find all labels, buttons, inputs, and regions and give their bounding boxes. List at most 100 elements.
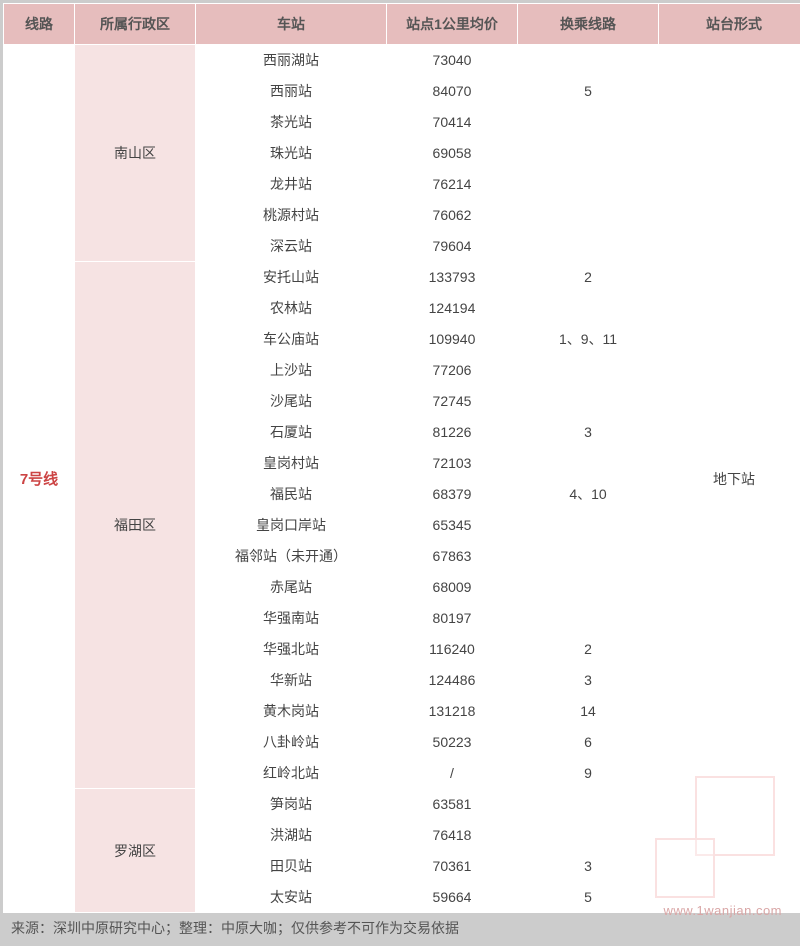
table-row: 7号线南山区西丽湖站73040地下站 [4,45,800,75]
cell-station: 太安站 [196,882,386,912]
cell-transfer: 3 [518,851,658,881]
cell-station: 桃源村站 [196,200,386,230]
cell-station: 农林站 [196,293,386,323]
cell-station: 沙尾站 [196,386,386,416]
header-row: 线路 所属行政区 车站 站点1公里均价 换乘线路 站台形式 [4,4,800,44]
cell-transfer: 5 [518,882,658,912]
col-district: 所属行政区 [75,4,195,44]
cell-station: 福邻站（未开通） [196,541,386,571]
cell-transfer [518,820,658,850]
cell-transfer: 14 [518,696,658,726]
cell-transfer [518,355,658,385]
cell-station: 深云站 [196,231,386,261]
cell-transfer: 6 [518,727,658,757]
cell-price: 116240 [387,634,517,664]
cell-price: 72745 [387,386,517,416]
col-line: 线路 [4,4,74,44]
cell-transfer [518,45,658,75]
col-platform: 站台形式 [659,4,800,44]
cell-station: 皇岗村站 [196,448,386,478]
cell-station: 华强南站 [196,603,386,633]
cell-district: 福田区 [75,262,195,788]
cell-transfer [518,541,658,571]
cell-transfer: 3 [518,417,658,447]
cell-transfer [518,107,658,137]
col-station: 车站 [196,4,386,44]
cell-station: 西丽湖站 [196,45,386,75]
cell-station: 皇岗口岸站 [196,510,386,540]
cell-station: 洪湖站 [196,820,386,850]
cell-transfer: 3 [518,665,658,695]
station-table: 线路 所属行政区 车站 站点1公里均价 换乘线路 站台形式 7号线南山区西丽湖站… [3,3,800,913]
cell-price: 84070 [387,76,517,106]
cell-price: 124194 [387,293,517,323]
cell-platform: 地下站 [659,45,800,912]
cell-station: 赤尾站 [196,572,386,602]
cell-price: 50223 [387,727,517,757]
cell-transfer [518,231,658,261]
cell-station: 珠光站 [196,138,386,168]
cell-price: 70361 [387,851,517,881]
cell-transfer: 2 [518,634,658,664]
cell-price: 133793 [387,262,517,292]
cell-price: 59664 [387,882,517,912]
cell-transfer [518,572,658,602]
cell-transfer [518,386,658,416]
col-price: 站点1公里均价 [387,4,517,44]
cell-station: 安托山站 [196,262,386,292]
cell-transfer: 9 [518,758,658,788]
col-transfer: 换乘线路 [518,4,658,44]
cell-station: 红岭北站 [196,758,386,788]
table-wrapper: 线路 所属行政区 车站 站点1公里均价 换乘线路 站台形式 7号线南山区西丽湖站… [0,0,800,946]
cell-station: 车公庙站 [196,324,386,354]
cell-transfer [518,293,658,323]
cell-price: 63581 [387,789,517,819]
cell-price: 80197 [387,603,517,633]
cell-station: 华新站 [196,665,386,695]
cell-district: 罗湖区 [75,789,195,912]
cell-station: 石厦站 [196,417,386,447]
cell-transfer [518,603,658,633]
cell-station: 笋岗站 [196,789,386,819]
cell-station: 八卦岭站 [196,727,386,757]
cell-line: 7号线 [4,45,74,912]
cell-transfer [518,448,658,478]
cell-price: 65345 [387,510,517,540]
cell-price: 124486 [387,665,517,695]
cell-price: 79604 [387,231,517,261]
cell-price: 70414 [387,107,517,137]
cell-transfer: 4、10 [518,479,658,509]
cell-transfer [518,169,658,199]
cell-price: 73040 [387,45,517,75]
cell-transfer [518,200,658,230]
cell-transfer: 2 [518,262,658,292]
cell-transfer [518,510,658,540]
cell-transfer: 1、9、11 [518,324,658,354]
cell-station: 茶光站 [196,107,386,137]
cell-district: 南山区 [75,45,195,261]
cell-station: 龙井站 [196,169,386,199]
cell-transfer [518,789,658,819]
footer-note: 来源：深圳中原研究中心；整理：中原大咖；仅供参考不可作为交易依据 [3,913,797,943]
cell-station: 华强北站 [196,634,386,664]
cell-price: 72103 [387,448,517,478]
table-body: 7号线南山区西丽湖站73040地下站西丽站840705茶光站70414珠光站69… [4,45,800,912]
cell-station: 西丽站 [196,76,386,106]
cell-price: 77206 [387,355,517,385]
cell-price: 76214 [387,169,517,199]
cell-price: 131218 [387,696,517,726]
cell-price: / [387,758,517,788]
cell-price: 68379 [387,479,517,509]
cell-price: 69058 [387,138,517,168]
cell-station: 上沙站 [196,355,386,385]
cell-station: 福民站 [196,479,386,509]
cell-station: 黄木岗站 [196,696,386,726]
cell-price: 76062 [387,200,517,230]
cell-transfer: 5 [518,76,658,106]
cell-price: 76418 [387,820,517,850]
cell-price: 68009 [387,572,517,602]
cell-station: 田贝站 [196,851,386,881]
cell-price: 67863 [387,541,517,571]
cell-price: 81226 [387,417,517,447]
cell-price: 109940 [387,324,517,354]
